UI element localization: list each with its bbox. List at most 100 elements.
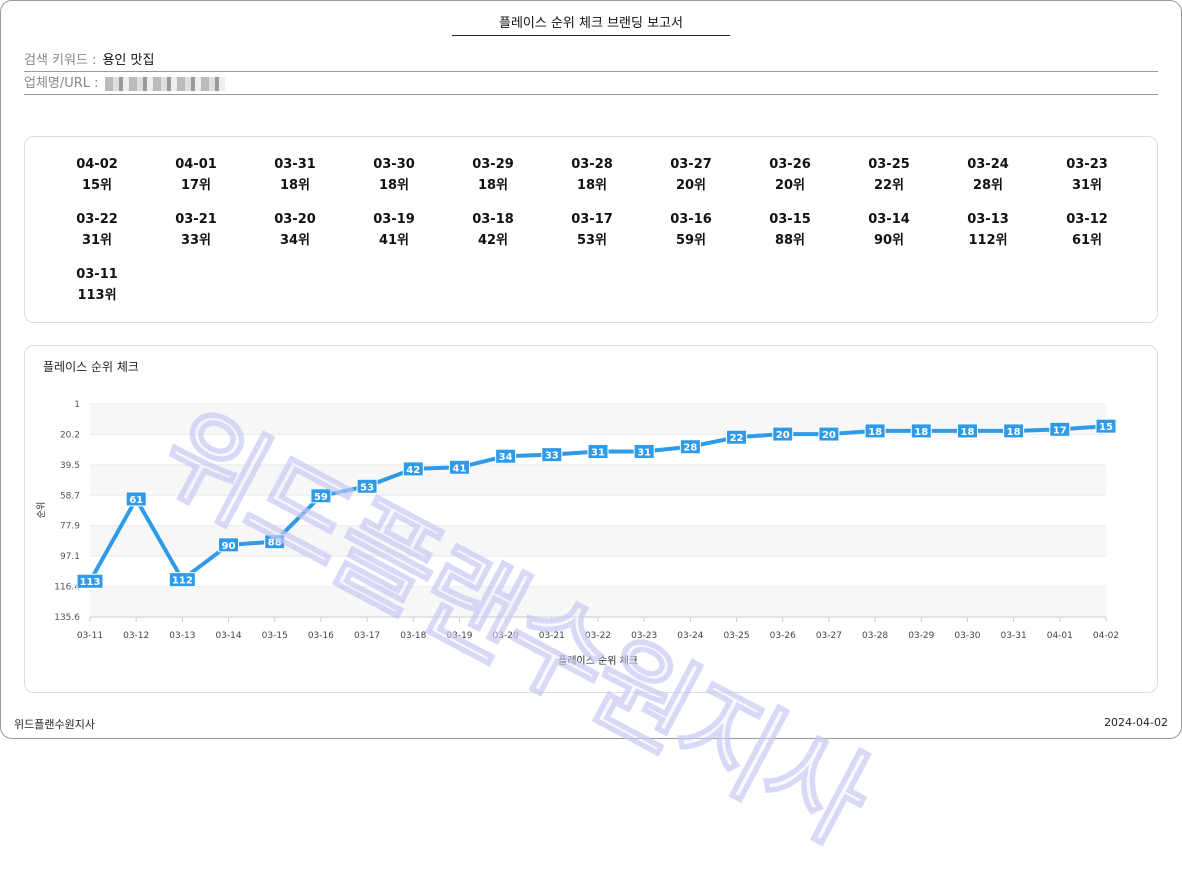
rank-date: 03-15 xyxy=(769,212,811,227)
data-label-box xyxy=(495,448,517,464)
x-tick-label: 03-31 xyxy=(1001,631,1027,641)
rank-item: 03-12 61위 xyxy=(1057,209,1117,251)
x-tick-label: 03-30 xyxy=(954,631,980,641)
rank-item: 03-15 88위 xyxy=(760,209,820,251)
rank-date: 03-28 xyxy=(571,157,613,172)
data-label-box xyxy=(772,426,794,442)
data-label: 15 xyxy=(1099,422,1113,433)
rank-date: 03-17 xyxy=(571,212,613,227)
data-label-box xyxy=(726,429,748,445)
rank-date: 03-26 xyxy=(769,157,811,172)
x-tick-label: 03-25 xyxy=(723,631,749,641)
rank-value: 112위 xyxy=(968,233,1008,248)
rank-date: 03-27 xyxy=(670,157,712,172)
rank-date: 03-24 xyxy=(967,157,1009,172)
data-label: 28 xyxy=(683,443,697,454)
data-point: 113 xyxy=(76,573,104,589)
rank-value: 18위 xyxy=(378,178,410,193)
keyword-label: 검색 키워드 : xyxy=(24,53,97,68)
rank-value: 18위 xyxy=(576,178,608,193)
rank-item: 03-22 31위 xyxy=(67,209,127,251)
rank-date: 03-18 xyxy=(472,212,514,227)
rank-item: 03-30 18위 xyxy=(364,154,424,196)
data-label: 18 xyxy=(914,427,928,438)
report-title: 플레이스 순위 체크 브랜딩 보고서 xyxy=(452,12,730,36)
data-label-box xyxy=(1095,418,1117,434)
data-label-box xyxy=(541,447,563,463)
rank-date: 03-13 xyxy=(967,212,1009,227)
footer-brand: 위드플랜수원지사 xyxy=(14,718,95,731)
rank-value: 88위 xyxy=(774,233,806,248)
data-label-box xyxy=(168,572,196,588)
data-label-box xyxy=(218,537,240,553)
data-point: 112 xyxy=(168,572,196,588)
data-label: 22 xyxy=(730,433,744,444)
y-tick-label: 1 xyxy=(74,400,80,410)
x-tick-label: 03-28 xyxy=(862,631,888,641)
data-point: 34 xyxy=(495,448,517,464)
rank-date: 03-22 xyxy=(76,212,118,227)
x-tick-label: 03-19 xyxy=(446,631,472,641)
rank-value: 31위 xyxy=(81,233,113,248)
x-tick-label: 03-18 xyxy=(400,631,426,641)
x-tick-label: 03-17 xyxy=(354,631,380,641)
rank-item: 03-28 18위 xyxy=(562,154,622,196)
data-label: 20 xyxy=(776,430,790,441)
rank-date: 03-25 xyxy=(868,157,910,172)
rank-value: 18위 xyxy=(279,178,311,193)
data-label: 59 xyxy=(314,492,328,503)
data-label-box xyxy=(818,426,840,442)
rank-item: 03-29 18위 xyxy=(463,154,523,196)
rank-date: 04-02 xyxy=(76,157,118,172)
x-tick-label: 03-29 xyxy=(908,631,934,641)
rank-date: 03-30 xyxy=(373,157,415,172)
rank-date: 03-16 xyxy=(670,212,712,227)
x-axis-title: 플레이스 순위 체크 xyxy=(558,654,638,667)
rank-item: 03-16 59위 xyxy=(661,209,721,251)
data-label: 61 xyxy=(129,495,143,506)
data-label: 31 xyxy=(637,447,651,458)
chart-card: 플레이스 순위 체크 xyxy=(24,345,1158,693)
data-label: 18 xyxy=(1007,427,1021,438)
business-redacted xyxy=(104,76,225,91)
chart-title: 플레이스 순위 체크 xyxy=(43,360,139,374)
data-label-box xyxy=(633,443,655,459)
data-label-box xyxy=(910,423,932,439)
data-point: 53 xyxy=(356,478,378,494)
x-tick-label: 03-11 xyxy=(77,631,103,641)
rank-value: 20위 xyxy=(675,178,707,193)
data-point: 18 xyxy=(910,423,932,439)
rank-item: 03-18 42위 xyxy=(463,209,523,251)
data-label-box xyxy=(1003,423,1025,439)
y-tick-label: 39.5 xyxy=(60,461,80,471)
data-label-box xyxy=(402,461,424,477)
data-label: 112 xyxy=(172,576,193,587)
rank-value: 18위 xyxy=(477,178,509,193)
data-label-box xyxy=(264,534,286,550)
rank-date: 03-21 xyxy=(175,212,217,227)
rank-value: 33위 xyxy=(180,233,212,248)
y-tick-label: 116.4 xyxy=(54,583,80,593)
data-point: 41 xyxy=(448,459,470,475)
keyword-row: 검색 키워드 : 용인 맛집 xyxy=(24,52,1158,72)
data-label-box xyxy=(1049,421,1071,437)
data-label: 41 xyxy=(452,463,466,474)
data-label-box xyxy=(679,439,701,455)
business-row: 업체명/URL : xyxy=(24,75,1158,95)
data-label-box xyxy=(125,491,147,507)
rank-item: 04-02 15위 xyxy=(67,154,127,196)
rank-value: 113위 xyxy=(77,288,117,303)
rank-value: 59위 xyxy=(675,233,707,248)
rank-item: 03-13 112위 xyxy=(958,209,1018,251)
y-tick-label: 97.1 xyxy=(60,552,80,562)
rank-history-card: 04-02 15위 04-01 17위 03-31 18위 03-30 18위 03-29 18위… xyxy=(24,136,1158,323)
rank-item: 03-23 31위 xyxy=(1057,154,1117,196)
business-label: 업체명/URL : xyxy=(24,76,99,91)
data-point: 42 xyxy=(402,461,424,477)
rank-item: 03-20 34위 xyxy=(265,209,325,251)
rank-item: 03-25 22위 xyxy=(859,154,919,196)
x-tick-label: 03-14 xyxy=(215,631,241,641)
rank-value: 28위 xyxy=(972,178,1004,193)
data-label: 20 xyxy=(822,430,836,441)
rank-item: 03-27 20위 xyxy=(661,154,721,196)
